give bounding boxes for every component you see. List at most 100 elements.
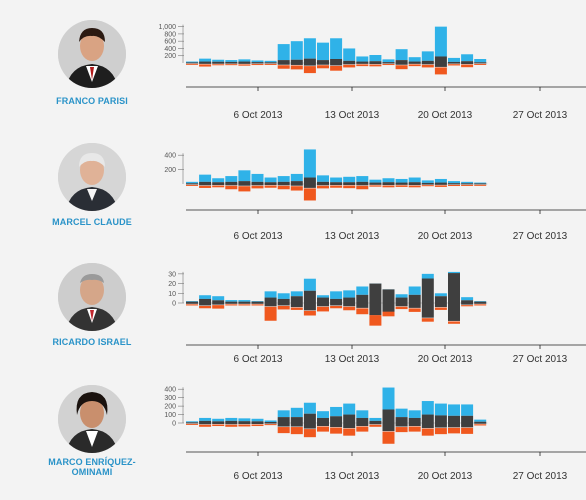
- bar-negative: [356, 426, 369, 432]
- bar-negative: [330, 427, 343, 434]
- bar-neutral: [277, 417, 290, 427]
- bar-negative: [408, 185, 421, 188]
- bar-neutral: [225, 61, 238, 64]
- bar-negative: [421, 428, 434, 436]
- bar-neutral: [317, 297, 329, 307]
- bar-negative: [461, 184, 474, 186]
- bar-positive: [330, 291, 343, 299]
- bar-neutral: [290, 181, 303, 186]
- bar-neutral: [448, 183, 460, 185]
- bar-positive: [434, 293, 447, 297]
- bar-negative: [474, 304, 487, 306]
- bar-neutral: [369, 420, 382, 425]
- bar-positive: [212, 59, 225, 62]
- bar-neutral: [395, 182, 408, 185]
- bar-neutral: [238, 181, 251, 186]
- bar-neutral: [251, 62, 264, 64]
- bar-positive: [369, 55, 382, 62]
- x-tick-label: 6 Oct 2013: [234, 471, 283, 482]
- bar-positive: [251, 173, 264, 182]
- bar-neutral: [343, 60, 356, 65]
- bar-negative: [369, 424, 382, 427]
- bar-positive: [212, 178, 225, 183]
- bar-positive: [448, 57, 460, 62]
- bar-positive: [290, 407, 303, 418]
- bar-negative: [330, 305, 343, 309]
- bar-positive: [434, 403, 447, 416]
- x-tick-label: 27 Oct 2013: [513, 471, 568, 482]
- bar-neutral: [461, 183, 474, 185]
- bar-positive: [382, 178, 395, 183]
- bar-positive: [408, 286, 421, 295]
- bar-positive: [277, 44, 290, 61]
- bar-positive: [277, 176, 290, 182]
- y-tick-label: 400: [164, 46, 176, 53]
- bar-positive: [461, 181, 474, 184]
- bar-positive: [461, 404, 474, 416]
- bar-neutral: [277, 181, 290, 186]
- bar-neutral: [461, 300, 474, 305]
- bar-negative: [199, 64, 212, 67]
- y-tick-label: 100: [164, 412, 176, 419]
- bar-negative: [212, 64, 225, 66]
- y-tick-label: 600: [164, 39, 176, 46]
- candidate-row-ricardo-israel: RICARDO ISRAEL 0 10 20 30 6 Oct 2013 13 Oct 2…: [0, 243, 586, 365]
- bar-positive: [369, 417, 382, 421]
- bar-positive: [238, 300, 251, 302]
- bar-positive: [356, 286, 369, 295]
- bar-positive: [461, 297, 474, 301]
- bar-neutral: [317, 417, 329, 427]
- bar-positive: [277, 293, 290, 299]
- bar-positive: [474, 419, 487, 422]
- x-tick-label: 13 Oct 2013: [325, 471, 380, 482]
- bar-positive: [448, 271, 460, 274]
- marcel-claude-chart: 200 400 6 Oct 2013 13 Oct 2013 20 Oct 2013 27…: [164, 149, 586, 242]
- bar-positive: [212, 418, 225, 422]
- bar-positive: [395, 178, 408, 183]
- bar-negative: [421, 318, 434, 322]
- bar-neutral: [264, 297, 277, 307]
- bar-neutral: [277, 298, 290, 306]
- y-tick-label: 0: [172, 421, 176, 428]
- bar-negative: [330, 65, 343, 71]
- bar-positive: [343, 176, 356, 183]
- bar-positive: [251, 301, 264, 302]
- y-tick-label: 10: [168, 291, 176, 298]
- bar-negative: [434, 185, 447, 187]
- bar-positive: [474, 59, 487, 63]
- x-tick-label: 13 Oct 2013: [325, 110, 380, 121]
- bar-positive: [290, 291, 303, 297]
- bar-neutral: [395, 417, 408, 427]
- bar-negative: [395, 65, 408, 70]
- bar-neutral: [303, 413, 316, 429]
- bar-positive: [264, 420, 277, 422]
- bar-positive: [199, 174, 212, 182]
- bar-neutral: [448, 61, 460, 64]
- bar-neutral: [186, 62, 198, 64]
- bar-neutral: [317, 181, 329, 186]
- bar-neutral: [264, 62, 277, 64]
- bar-negative: [421, 64, 434, 68]
- bar-neutral: [474, 421, 487, 424]
- bar-neutral: [343, 297, 356, 307]
- bar-negative: [238, 64, 251, 66]
- marco-enriquez-ominami-photo: [58, 385, 126, 453]
- bar-neutral: [434, 415, 447, 428]
- bar-negative: [382, 64, 395, 66]
- bar-neutral: [474, 62, 487, 64]
- bar-positive: [212, 296, 225, 301]
- x-tick-label: 20 Oct 2013: [418, 471, 473, 482]
- bar-neutral: [186, 422, 198, 424]
- y-tick-label: 400: [164, 153, 176, 160]
- bar-neutral: [225, 420, 238, 425]
- bar-positive: [343, 48, 356, 61]
- bar-positive: [395, 294, 408, 298]
- bar-positive: [356, 176, 369, 182]
- bar-negative: [474, 184, 487, 186]
- bar-positive: [186, 301, 198, 302]
- bar-neutral: [199, 298, 212, 306]
- bar-negative: [434, 428, 447, 435]
- bar-positive: [225, 60, 238, 62]
- bar-positive: [421, 273, 434, 279]
